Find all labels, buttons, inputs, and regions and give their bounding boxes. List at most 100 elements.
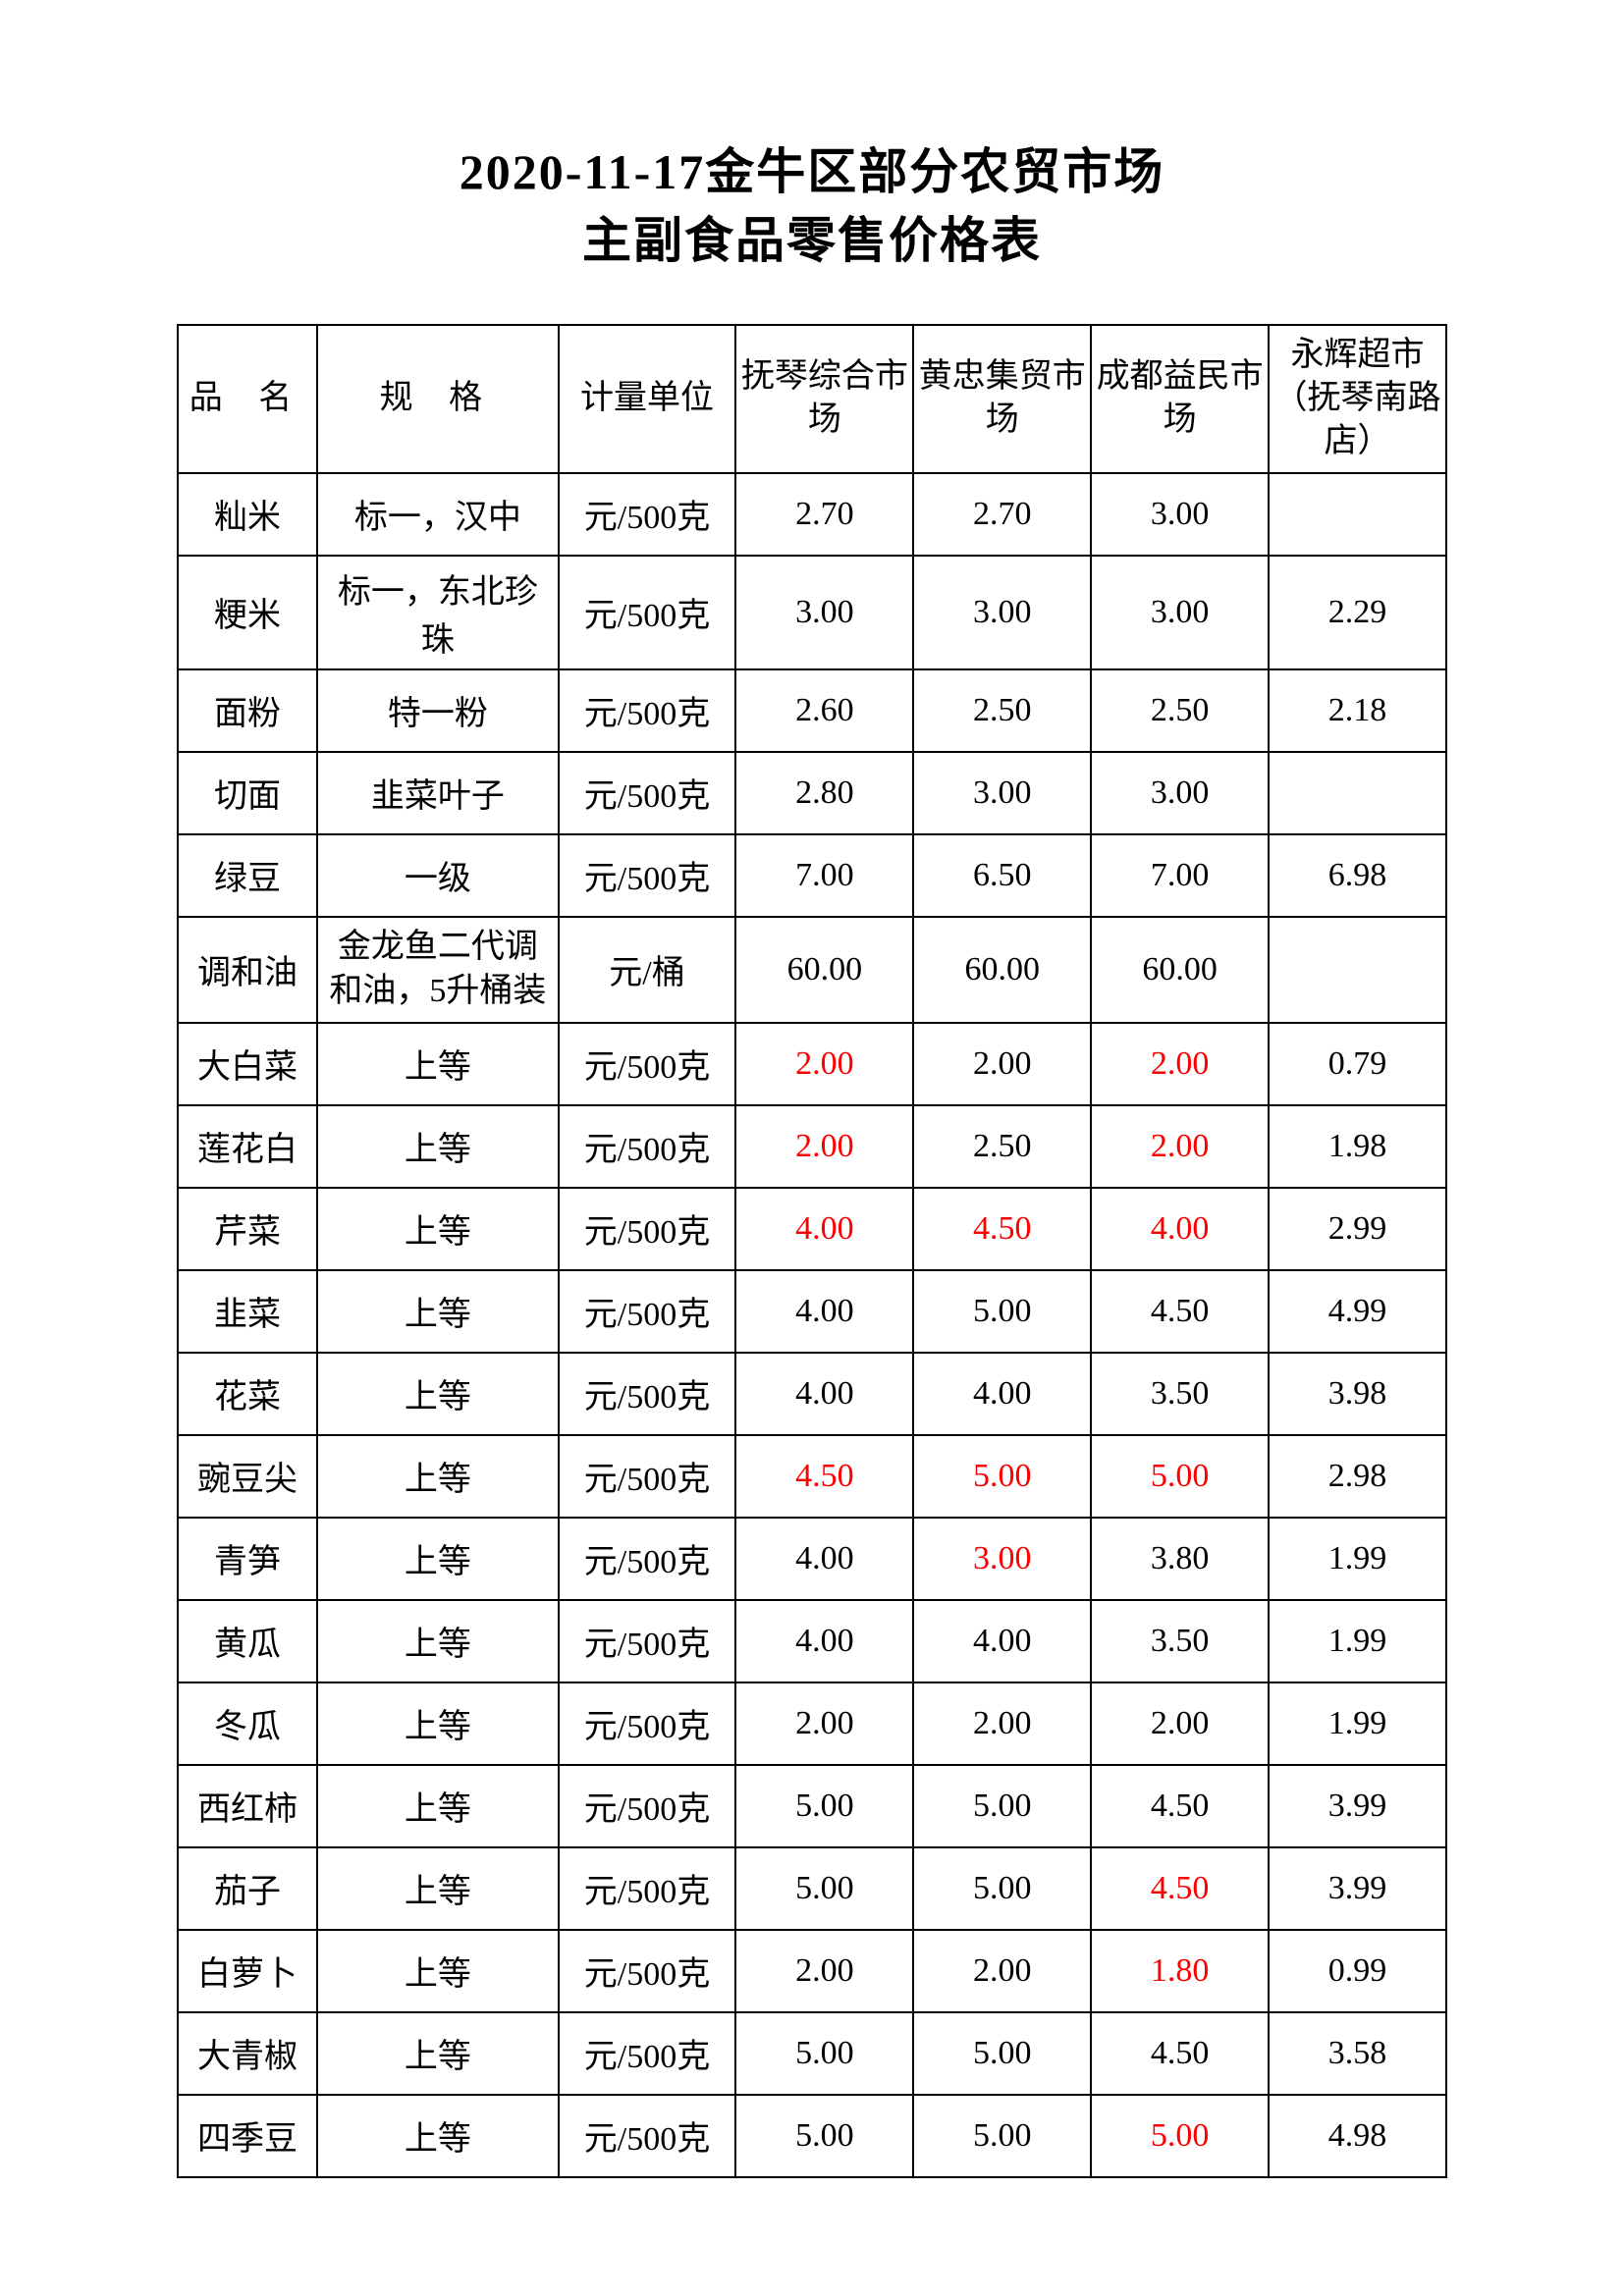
- cell-price: 4.00: [735, 1353, 913, 1435]
- table-body: 籼米标一，汉中元/500克2.702.703.00粳米标一，东北珍珠元/500克…: [178, 473, 1446, 2177]
- cell-price: [1269, 473, 1446, 556]
- cell-name: 调和油: [178, 917, 317, 1023]
- cell-name: 面粉: [178, 669, 317, 752]
- cell-unit: 元/500克: [559, 1023, 736, 1105]
- table-row: 豌豆尖上等元/500克4.505.005.002.98: [178, 1435, 1446, 1518]
- cell-name: 大白菜: [178, 1023, 317, 1105]
- cell-price: 3.00: [1091, 473, 1269, 556]
- cell-price: 2.00: [913, 1023, 1091, 1105]
- cell-name: 豌豆尖: [178, 1435, 317, 1518]
- title-line-2: 主副食品零售价格表: [177, 206, 1447, 275]
- table-row: 西红柿上等元/500克5.005.004.503.99: [178, 1765, 1446, 1847]
- cell-price: 4.50: [1091, 1270, 1269, 1353]
- cell-price: 2.00: [1091, 1105, 1269, 1188]
- cell-name: 大青椒: [178, 2012, 317, 2095]
- cell-price: 2.00: [1091, 1682, 1269, 1765]
- cell-price: 2.50: [1091, 669, 1269, 752]
- col-header-spec: 规 格: [317, 325, 558, 473]
- cell-unit: 元/500克: [559, 1600, 736, 1682]
- header-row: 品 名 规 格 计量单位 抚琴综合市场 黄忠集贸市场 成都益民市场 永辉超市（抚…: [178, 325, 1446, 473]
- cell-spec: 韭菜叶子: [317, 752, 558, 834]
- cell-name: 籼米: [178, 473, 317, 556]
- table-row: 青笋上等元/500克4.003.003.801.99: [178, 1518, 1446, 1600]
- table-row: 绿豆一级元/500克7.006.507.006.98: [178, 834, 1446, 917]
- cell-spec: 上等: [317, 1600, 558, 1682]
- cell-price: 2.00: [735, 1930, 913, 2012]
- cell-price: 2.00: [735, 1023, 913, 1105]
- cell-price: 60.00: [735, 917, 913, 1023]
- cell-price: 1.98: [1269, 1105, 1446, 1188]
- cell-price: 4.00: [913, 1353, 1091, 1435]
- cell-price: 5.00: [913, 2012, 1091, 2095]
- cell-price: 2.50: [913, 669, 1091, 752]
- cell-unit: 元/500克: [559, 2095, 736, 2177]
- cell-price: 4.00: [913, 1600, 1091, 1682]
- title-line-1: 2020-11-17金牛区部分农贸市场: [177, 137, 1447, 206]
- cell-price: 6.50: [913, 834, 1091, 917]
- cell-price: 3.00: [1091, 556, 1269, 669]
- cell-price: 1.99: [1269, 1682, 1446, 1765]
- cell-price: 3.00: [1091, 752, 1269, 834]
- cell-spec: 上等: [317, 1435, 558, 1518]
- cell-price: 7.00: [735, 834, 913, 917]
- cell-price: 5.00: [913, 1270, 1091, 1353]
- cell-spec: 上等: [317, 1682, 558, 1765]
- cell-name: 粳米: [178, 556, 317, 669]
- table-header: 品 名 规 格 计量单位 抚琴综合市场 黄忠集贸市场 成都益民市场 永辉超市（抚…: [178, 325, 1446, 473]
- cell-price: 1.99: [1269, 1518, 1446, 1600]
- cell-price: 4.00: [735, 1518, 913, 1600]
- cell-price: 3.50: [1091, 1600, 1269, 1682]
- cell-unit: 元/500克: [559, 473, 736, 556]
- cell-unit: 元/500克: [559, 1765, 736, 1847]
- col-header-market-4: 永辉超市（抚琴南路店）: [1269, 325, 1446, 473]
- cell-price: 2.00: [913, 1930, 1091, 2012]
- cell-unit: 元/500克: [559, 1930, 736, 2012]
- table-row: 大青椒上等元/500克5.005.004.503.58: [178, 2012, 1446, 2095]
- page-title: 2020-11-17金牛区部分农贸市场 主副食品零售价格表: [177, 137, 1447, 275]
- table-row: 冬瓜上等元/500克2.002.002.001.99: [178, 1682, 1446, 1765]
- col-header-unit: 计量单位: [559, 325, 736, 473]
- cell-unit: 元/500克: [559, 834, 736, 917]
- cell-unit: 元/500克: [559, 669, 736, 752]
- cell-price: 4.98: [1269, 2095, 1446, 2177]
- table-row: 白萝卜上等元/500克2.002.001.800.99: [178, 1930, 1446, 2012]
- cell-price: 5.00: [735, 1765, 913, 1847]
- cell-price: 4.99: [1269, 1270, 1446, 1353]
- cell-price: 5.00: [913, 1765, 1091, 1847]
- cell-price: 5.00: [913, 2095, 1091, 2177]
- cell-price: 3.00: [735, 556, 913, 669]
- cell-price: 2.00: [913, 1682, 1091, 1765]
- table-row: 芹菜上等元/500克4.004.504.002.99: [178, 1188, 1446, 1270]
- cell-spec: 金龙鱼二代调和油，5升桶装: [317, 917, 558, 1023]
- table-row: 调和油金龙鱼二代调和油，5升桶装元/桶60.0060.0060.00: [178, 917, 1446, 1023]
- table-row: 花菜上等元/500克4.004.003.503.98: [178, 1353, 1446, 1435]
- table-row: 茄子上等元/500克5.005.004.503.99: [178, 1847, 1446, 1930]
- table-row: 切面韭菜叶子元/500克2.803.003.00: [178, 752, 1446, 834]
- cell-price: 4.00: [735, 1270, 913, 1353]
- cell-spec: 上等: [317, 1188, 558, 1270]
- cell-price: 2.18: [1269, 669, 1446, 752]
- cell-price: 5.00: [735, 1847, 913, 1930]
- cell-price: 5.00: [735, 2095, 913, 2177]
- table-row: 黄瓜上等元/500克4.004.003.501.99: [178, 1600, 1446, 1682]
- cell-price: 5.00: [913, 1435, 1091, 1518]
- cell-unit: 元/500克: [559, 1847, 736, 1930]
- cell-price: 2.99: [1269, 1188, 1446, 1270]
- cell-spec: 上等: [317, 1930, 558, 2012]
- cell-price: 3.00: [913, 752, 1091, 834]
- price-table: 品 名 规 格 计量单位 抚琴综合市场 黄忠集贸市场 成都益民市场 永辉超市（抚…: [177, 324, 1447, 2178]
- cell-unit: 元/500克: [559, 1435, 736, 1518]
- cell-price: 3.99: [1269, 1765, 1446, 1847]
- cell-name: 切面: [178, 752, 317, 834]
- cell-spec: 标一，东北珍珠: [317, 556, 558, 669]
- cell-spec: 上等: [317, 1023, 558, 1105]
- cell-price: 5.00: [913, 1847, 1091, 1930]
- cell-price: 2.98: [1269, 1435, 1446, 1518]
- cell-unit: 元/500克: [559, 1353, 736, 1435]
- cell-spec: 上等: [317, 2012, 558, 2095]
- cell-name: 绿豆: [178, 834, 317, 917]
- cell-spec: 特一粉: [317, 669, 558, 752]
- cell-price: 4.50: [1091, 1765, 1269, 1847]
- cell-price: 3.58: [1269, 2012, 1446, 2095]
- cell-spec: 标一，汉中: [317, 473, 558, 556]
